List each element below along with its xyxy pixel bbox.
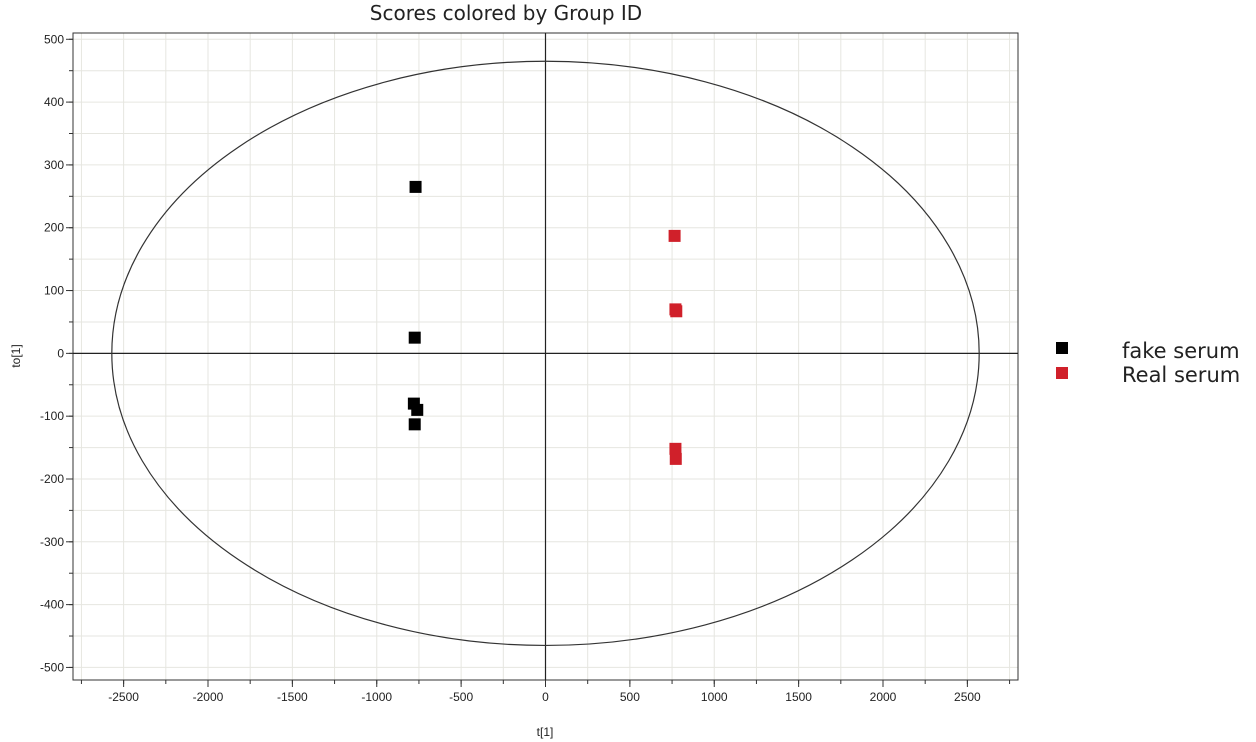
legend-label-real-serum: Real serum — [1122, 363, 1240, 387]
y-tick-label: 0 — [57, 346, 64, 360]
y-axis-label: to[1] — [9, 344, 23, 367]
x-tick-label: 500 — [620, 690, 640, 704]
y-tick-label: 300 — [44, 158, 64, 172]
legend: fake serum Real serum — [1056, 339, 1240, 387]
fake-serum-point — [411, 403, 424, 416]
fake-serum-point — [408, 418, 421, 431]
y-tick-label: -400 — [40, 598, 64, 612]
x-tick-label: -2000 — [193, 690, 224, 704]
real-serum-point — [668, 229, 681, 242]
y-tick-label: -300 — [40, 535, 64, 549]
y-tick-label: -100 — [40, 409, 64, 423]
real-serum-point — [669, 442, 682, 455]
real-serum-point — [669, 452, 682, 465]
x-tick-label: -1500 — [277, 690, 308, 704]
legend-marker-fake-serum — [1056, 342, 1068, 354]
data-points — [407, 180, 683, 465]
zero-lines — [73, 33, 1018, 680]
y-tick-label: 200 — [44, 221, 64, 235]
x-tick-label: 1000 — [701, 690, 728, 704]
confidence-ellipse — [111, 60, 980, 647]
y-tick-label: -200 — [40, 472, 64, 486]
y-tick-label: 100 — [44, 284, 64, 298]
x-axis-label: t[1] — [537, 725, 554, 739]
x-tick-label: -2500 — [108, 690, 139, 704]
x-tick-label: -1000 — [361, 690, 392, 704]
x-tick-label: 0 — [542, 690, 549, 704]
y-tick-label: 400 — [44, 95, 64, 109]
x-tick-label: 1500 — [785, 690, 812, 704]
real-serum-point — [670, 305, 683, 318]
x-tick-label: 2500 — [954, 690, 981, 704]
fake-serum-point — [408, 331, 421, 344]
legend-marker-real-serum — [1056, 367, 1068, 379]
chart-title: Scores colored by Group ID — [370, 1, 642, 25]
x-tick-label: -500 — [449, 690, 473, 704]
y-tick-label: 500 — [44, 32, 64, 46]
legend-label-fake-serum: fake serum — [1122, 339, 1240, 363]
x-tick-label: 2000 — [870, 690, 897, 704]
fake-serum-point — [409, 180, 422, 193]
y-tick-label: -500 — [40, 660, 64, 674]
ticks: -2500 -2000 -1500 -1000 -500 0 500 1000 1500 2000… — [40, 32, 1011, 704]
